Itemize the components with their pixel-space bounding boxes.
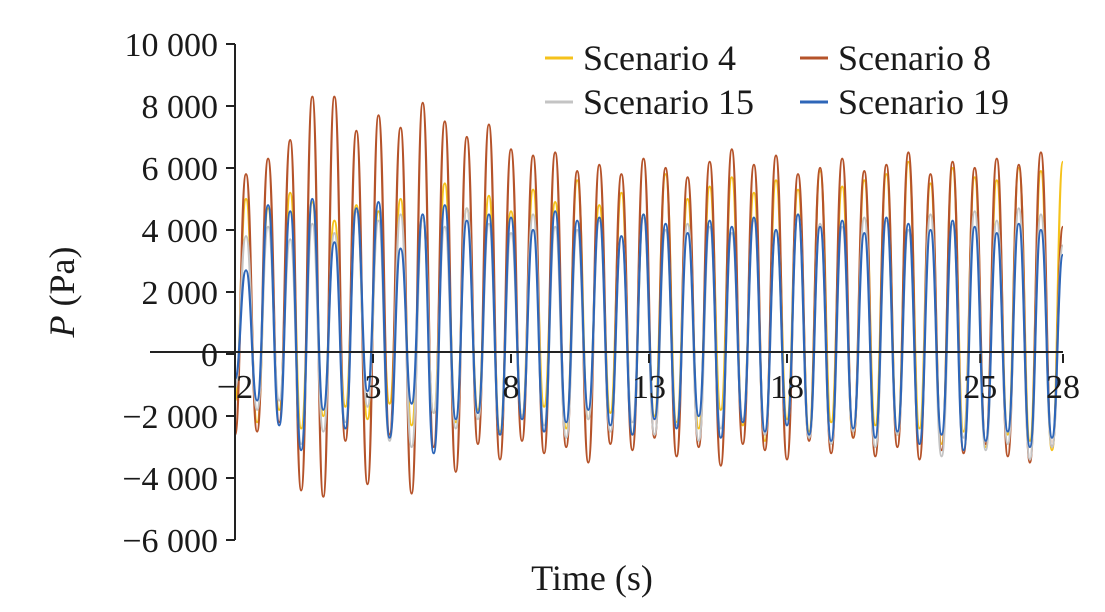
y-tick-label: −6 000 — [122, 523, 218, 560]
y-tick-label: 8 000 — [142, 89, 219, 126]
legend: Scenario 4 Scenario 8 Scenario 15 Scenario … — [545, 38, 1009, 122]
legend-label: Scenario 19 — [838, 82, 1009, 122]
y-axis-title: P (Pa) — [42, 247, 82, 339]
legend-label: Scenario 15 — [583, 82, 754, 122]
y-tick-label: 10 000 — [125, 27, 219, 64]
x-tick-label: 8 — [503, 369, 520, 406]
y-tick-label: 0 — [201, 337, 218, 374]
y-tick-label: 4 000 — [142, 213, 219, 250]
legend-label: Scenario 8 — [838, 38, 991, 78]
series-line-4 — [233, 197, 1065, 455]
y-axis-title-symbol: P — [42, 315, 82, 338]
y-tick-label: −4 000 — [122, 461, 218, 498]
ticks-layer: 10 000 8 000 6 000 4 000 2 000 0 −2 000 −4 000 −… — [122, 27, 1080, 560]
x-tick-label: 18 — [770, 369, 804, 406]
y-tick-label: 6 000 — [142, 151, 219, 188]
series-layer — [233, 95, 1065, 498]
x-tick-label: 25 — [963, 369, 997, 406]
series-line-2 — [233, 95, 1065, 498]
y-tick-label: −2 000 — [122, 399, 218, 436]
y-tick-label: 2 000 — [142, 275, 219, 312]
x-axis-title: Time (s) — [531, 558, 653, 598]
y-axis-title-unit: (Pa) — [42, 247, 82, 316]
x-tick-label: 3 — [365, 369, 382, 406]
series-line-3 — [233, 207, 1065, 461]
legend-label: Scenario 4 — [583, 38, 736, 78]
x-tick-label: −2 — [217, 369, 253, 406]
x-tick-label: 28 — [1046, 369, 1080, 406]
x-tick-label: 13 — [632, 369, 666, 406]
